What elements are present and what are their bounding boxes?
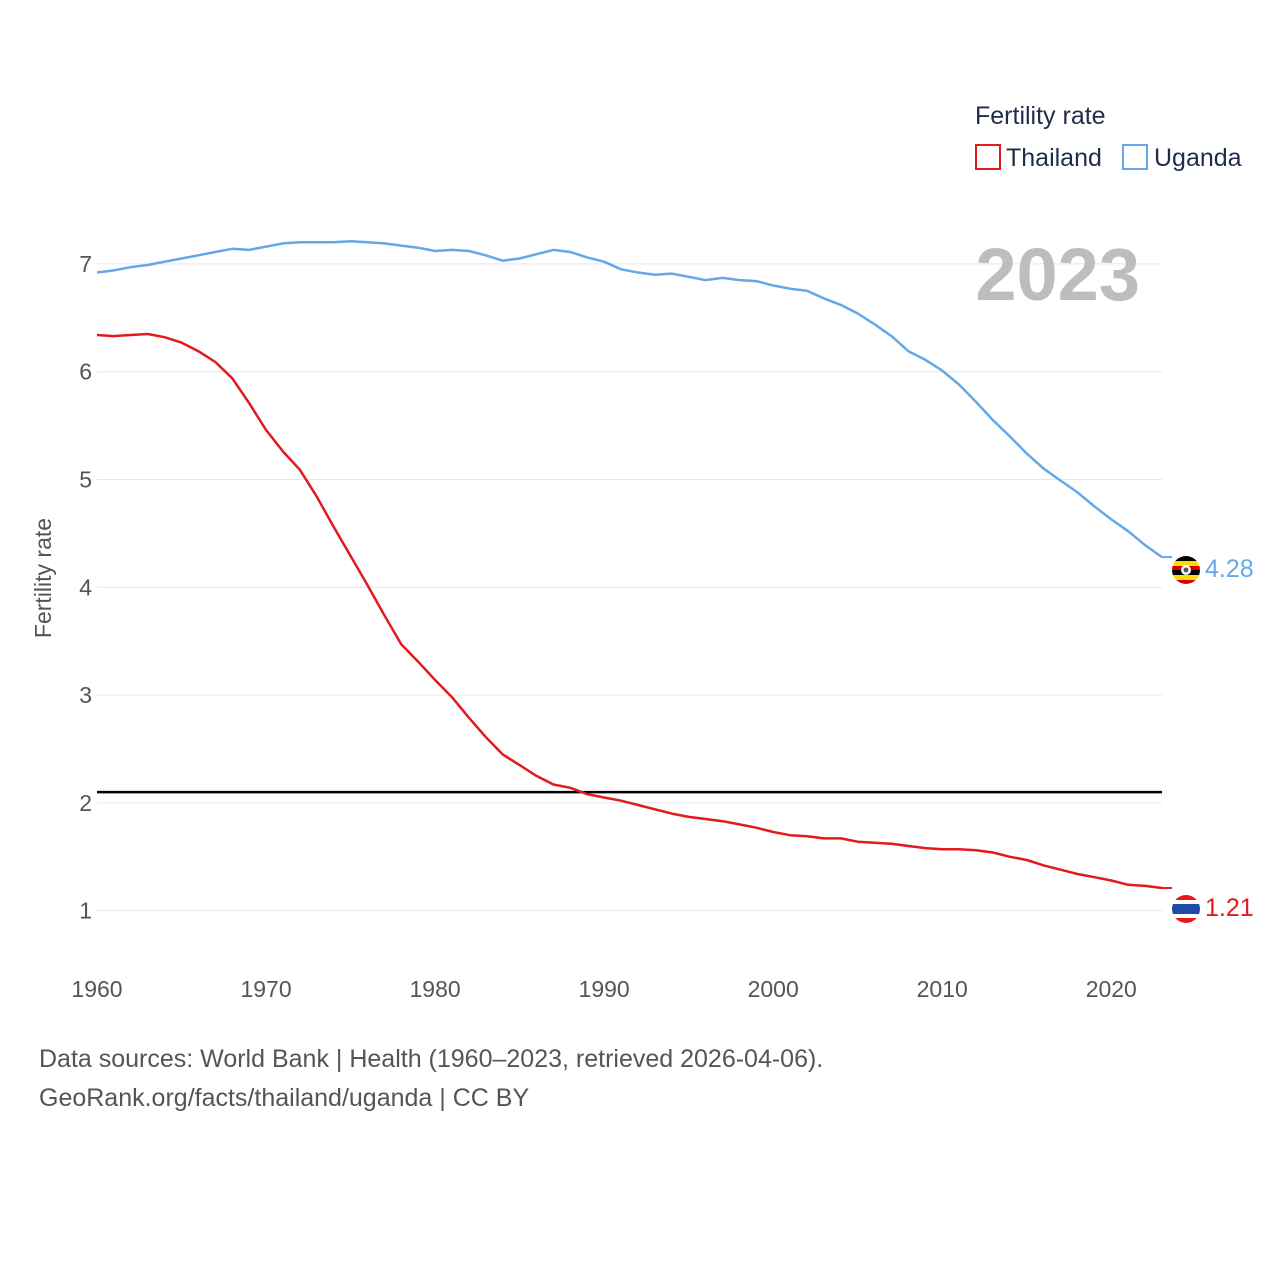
uganda-end-label: 4.28 — [1205, 555, 1254, 583]
y-tick-label-5: 5 — [79, 466, 92, 492]
thailand-end-label: 1.21 — [1205, 894, 1254, 922]
y-axis-title: Fertility rate — [30, 518, 56, 638]
y-tick-label-1: 1 — [79, 898, 92, 924]
y-tick-label-3: 3 — [79, 682, 92, 708]
x-tick-label-1990: 1990 — [579, 976, 630, 1002]
uganda-flag-icon — [1172, 556, 1200, 584]
legend-label-thailand: Thailand — [1006, 144, 1102, 172]
legend-swatch-uganda — [1122, 144, 1148, 170]
year-label: 2023 — [975, 233, 1140, 316]
legend-title: Fertility rate — [975, 102, 1106, 130]
legend-swatch-thailand — [975, 144, 1001, 170]
x-axis-ticks: 1960 1970 1980 1990 2000 2010 2020 — [71, 976, 1136, 1002]
series-line-thailand — [96, 332, 1163, 890]
grid-lines — [97, 263, 1162, 912]
y-tick-label-2: 2 — [79, 790, 92, 816]
y-axis-ticks: 1 2 3 4 5 6 7 — [79, 251, 92, 924]
thailand-flag-icon — [1172, 895, 1200, 923]
x-tick-label-1960: 1960 — [71, 976, 122, 1002]
x-tick-label-1980: 1980 — [410, 976, 461, 1002]
x-tick-label-2010: 2010 — [917, 976, 968, 1002]
series-lines — [96, 240, 1172, 890]
legend: Fertility rate Thailand Uganda — [975, 102, 1242, 172]
footer-sources: Data sources: World Bank | Health (1960–… — [39, 1045, 824, 1073]
x-tick-label-2020: 2020 — [1086, 976, 1137, 1002]
series-line-uganda — [96, 240, 1163, 559]
legend-label-uganda: Uganda — [1154, 144, 1242, 172]
x-tick-label-2000: 2000 — [748, 976, 799, 1002]
y-tick-label-6: 6 — [79, 359, 92, 385]
x-tick-label-1970: 1970 — [240, 976, 291, 1002]
fertility-rate-chart: 1 2 3 4 5 6 7 1960 1970 1980 1990 2000 2010 2020 202… — [30, 102, 1254, 1002]
y-tick-label-7: 7 — [79, 251, 92, 277]
y-tick-label-4: 4 — [79, 574, 92, 600]
footer-attribution: GeoRank.org/facts/thailand/uganda | CC B… — [39, 1084, 530, 1112]
